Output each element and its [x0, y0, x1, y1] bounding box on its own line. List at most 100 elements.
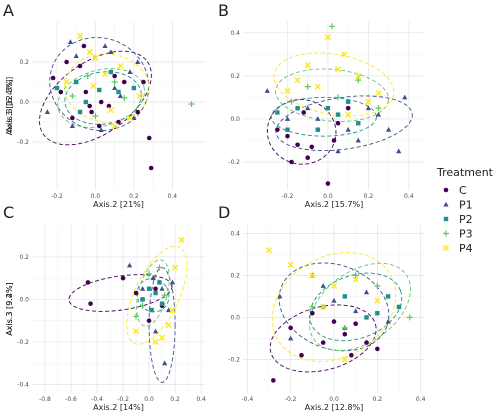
point-p1	[98, 127, 104, 132]
legend-label: P1	[459, 199, 473, 212]
point-c	[146, 318, 152, 323]
point-p1	[126, 262, 133, 268]
point-p2	[285, 127, 290, 132]
x-tick-label: 0.0	[91, 193, 101, 200]
point-p4	[365, 98, 372, 105]
x-tick-label: -0.4	[91, 396, 103, 403]
ellipse-p1	[278, 262, 390, 352]
point-p4	[324, 33, 332, 41]
point-p4	[76, 32, 84, 40]
point-p1	[284, 116, 291, 121]
x-tick-label: 0.2	[364, 193, 374, 200]
point-p3	[341, 324, 348, 331]
point-c	[364, 340, 369, 345]
point-p1	[288, 335, 294, 341]
point-p4	[265, 247, 273, 254]
x-tick-label: 0.0	[323, 193, 333, 200]
point-p2	[315, 127, 321, 132]
point-p1	[152, 328, 159, 334]
point-p1	[315, 116, 321, 121]
point-p1	[44, 109, 50, 114]
panel-letter-c: C	[3, 203, 14, 222]
point-p2	[295, 105, 300, 111]
point-p2	[385, 294, 391, 299]
ellipse-c	[266, 99, 337, 165]
point-p1	[353, 308, 359, 314]
point-p4	[152, 338, 159, 346]
point-c	[295, 142, 300, 148]
x-tick-label: -0.2	[51, 193, 63, 200]
y-tick-label: 0.4	[230, 30, 240, 37]
ellipse-c	[68, 274, 173, 312]
point-p1	[355, 137, 361, 143]
point-p4	[330, 282, 338, 290]
point-c	[146, 135, 152, 141]
point-p1	[365, 105, 371, 111]
y-axis-title: Axis.3 [9.4%]	[5, 282, 14, 335]
x-tick-label: -0.6	[65, 396, 77, 403]
point-p1	[159, 285, 165, 291]
y-tick-label: 0.2	[19, 254, 29, 261]
point-c	[83, 89, 89, 95]
ellipse-p2	[309, 272, 403, 342]
y-axis-title: Axis.3 [9.2%]	[5, 282, 14, 335]
point-c	[148, 165, 154, 171]
x-axis-title: Axis.2 [15.7%]	[305, 200, 363, 209]
y-tick-label: -0.2	[17, 139, 29, 146]
legend-label: C	[459, 184, 467, 197]
x-tick-label: 0.2	[170, 396, 180, 403]
x-tick-label: 0.0	[144, 396, 154, 403]
point-p4	[304, 61, 311, 69]
point-p4	[90, 82, 97, 90]
panel-letter-d: D	[218, 203, 230, 222]
point-c	[275, 127, 280, 132]
x-tick-label: -0.2	[117, 396, 129, 403]
point-p4	[63, 78, 70, 86]
point-p1	[73, 53, 79, 58]
ellipse-p2	[64, 71, 142, 125]
point-c	[375, 346, 380, 352]
point-c	[288, 325, 293, 331]
ellipse-p4	[273, 52, 395, 117]
point-p4	[334, 66, 342, 73]
point-p1	[67, 39, 74, 44]
point-c	[331, 138, 337, 143]
x-tick-label: 0.4	[404, 193, 414, 200]
point-p3	[355, 77, 362, 84]
points-c	[85, 236, 185, 366]
legend-key-p1	[443, 201, 449, 207]
point-p2	[153, 290, 158, 296]
point-c	[325, 181, 331, 186]
grid-c	[32, 225, 205, 393]
point-c	[58, 89, 64, 95]
y-tick-label: -0.2	[17, 339, 29, 346]
x-axis-title: Axis.2 [14%]	[93, 403, 144, 412]
point-c	[50, 75, 56, 81]
ellipse-p3	[57, 68, 145, 128]
point-p1	[402, 94, 408, 100]
legend-title: Treatment	[436, 166, 494, 179]
points-d	[265, 247, 413, 383]
x-tick-label: 0.2	[373, 396, 383, 403]
point-c	[64, 59, 69, 65]
point-p3	[156, 264, 163, 271]
ellipse-p3	[309, 262, 411, 351]
point-p1	[117, 93, 124, 98]
grid-a	[32, 22, 205, 190]
legend-label: P2	[459, 213, 473, 226]
point-c	[88, 301, 93, 306]
point-p4	[375, 89, 382, 97]
point-c	[133, 290, 139, 296]
point-p1	[135, 59, 141, 64]
ellipse-p2	[136, 278, 170, 313]
point-p4	[320, 303, 327, 311]
point-p3	[84, 73, 91, 79]
point-p1	[102, 43, 108, 48]
point-p4	[294, 77, 301, 84]
legend-label: P4	[459, 242, 473, 255]
y-axis-title: Axis.3 [12.3%]	[5, 77, 14, 135]
ellipse-p3	[136, 259, 170, 327]
x-tick-label: 0.4	[168, 193, 178, 200]
point-c	[299, 352, 304, 358]
point-p1	[396, 148, 402, 154]
